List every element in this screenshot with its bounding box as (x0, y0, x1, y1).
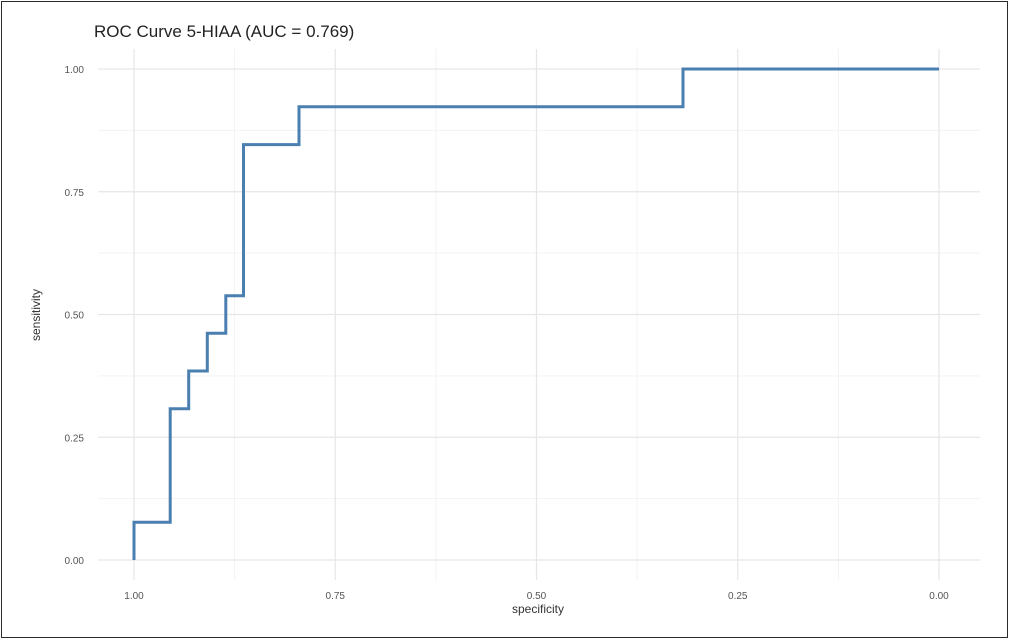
y-axis-label: sensitivity (29, 289, 43, 341)
chart-title: ROC Curve 5-HIAA (AUC = 0.769) (94, 22, 354, 41)
y-tick-label: 0.25 (65, 433, 85, 444)
roc-curve-point (242, 294, 245, 297)
x-tick-label: 0.00 (929, 591, 949, 602)
x-tick-label: 1.00 (124, 591, 144, 602)
roc-curve-point (224, 332, 227, 335)
x-tick-label: 0.50 (527, 591, 547, 602)
roc-curve-point (682, 68, 685, 71)
y-axis-ticks: 0.00 0.25 0.50 0.75 1.00 (65, 65, 85, 567)
series-layer (132, 67, 941, 562)
y-tick-label: 1.00 (65, 65, 85, 76)
roc-curve-point (682, 105, 685, 108)
roc-curve-point (224, 294, 227, 297)
roc-curve-point (206, 369, 209, 372)
x-tick-label: 0.75 (326, 591, 346, 602)
y-tick-label: 0.00 (65, 556, 85, 567)
grid-major (98, 49, 980, 580)
roc-curve-point (938, 68, 941, 71)
roc-curve-point (206, 332, 209, 335)
roc-curve-point (298, 105, 301, 108)
roc-curve-point (242, 143, 245, 146)
roc-curve-point (187, 407, 190, 410)
roc-curve-point (169, 521, 172, 524)
x-tick-label: 0.25 (728, 591, 748, 602)
y-tick-label: 0.75 (65, 188, 85, 199)
roc-curve-point (133, 559, 136, 562)
roc-curve-point (187, 369, 190, 372)
roc-curve-point (298, 143, 301, 146)
x-axis-ticks: 1.00 0.75 0.50 0.25 0.00 (124, 591, 949, 602)
y-tick-label: 0.50 (65, 311, 85, 322)
roc-curve-point (133, 521, 136, 524)
roc-curve-line (132, 67, 939, 560)
x-axis-label: specificity (512, 602, 564, 616)
roc-curve-point (169, 407, 172, 410)
